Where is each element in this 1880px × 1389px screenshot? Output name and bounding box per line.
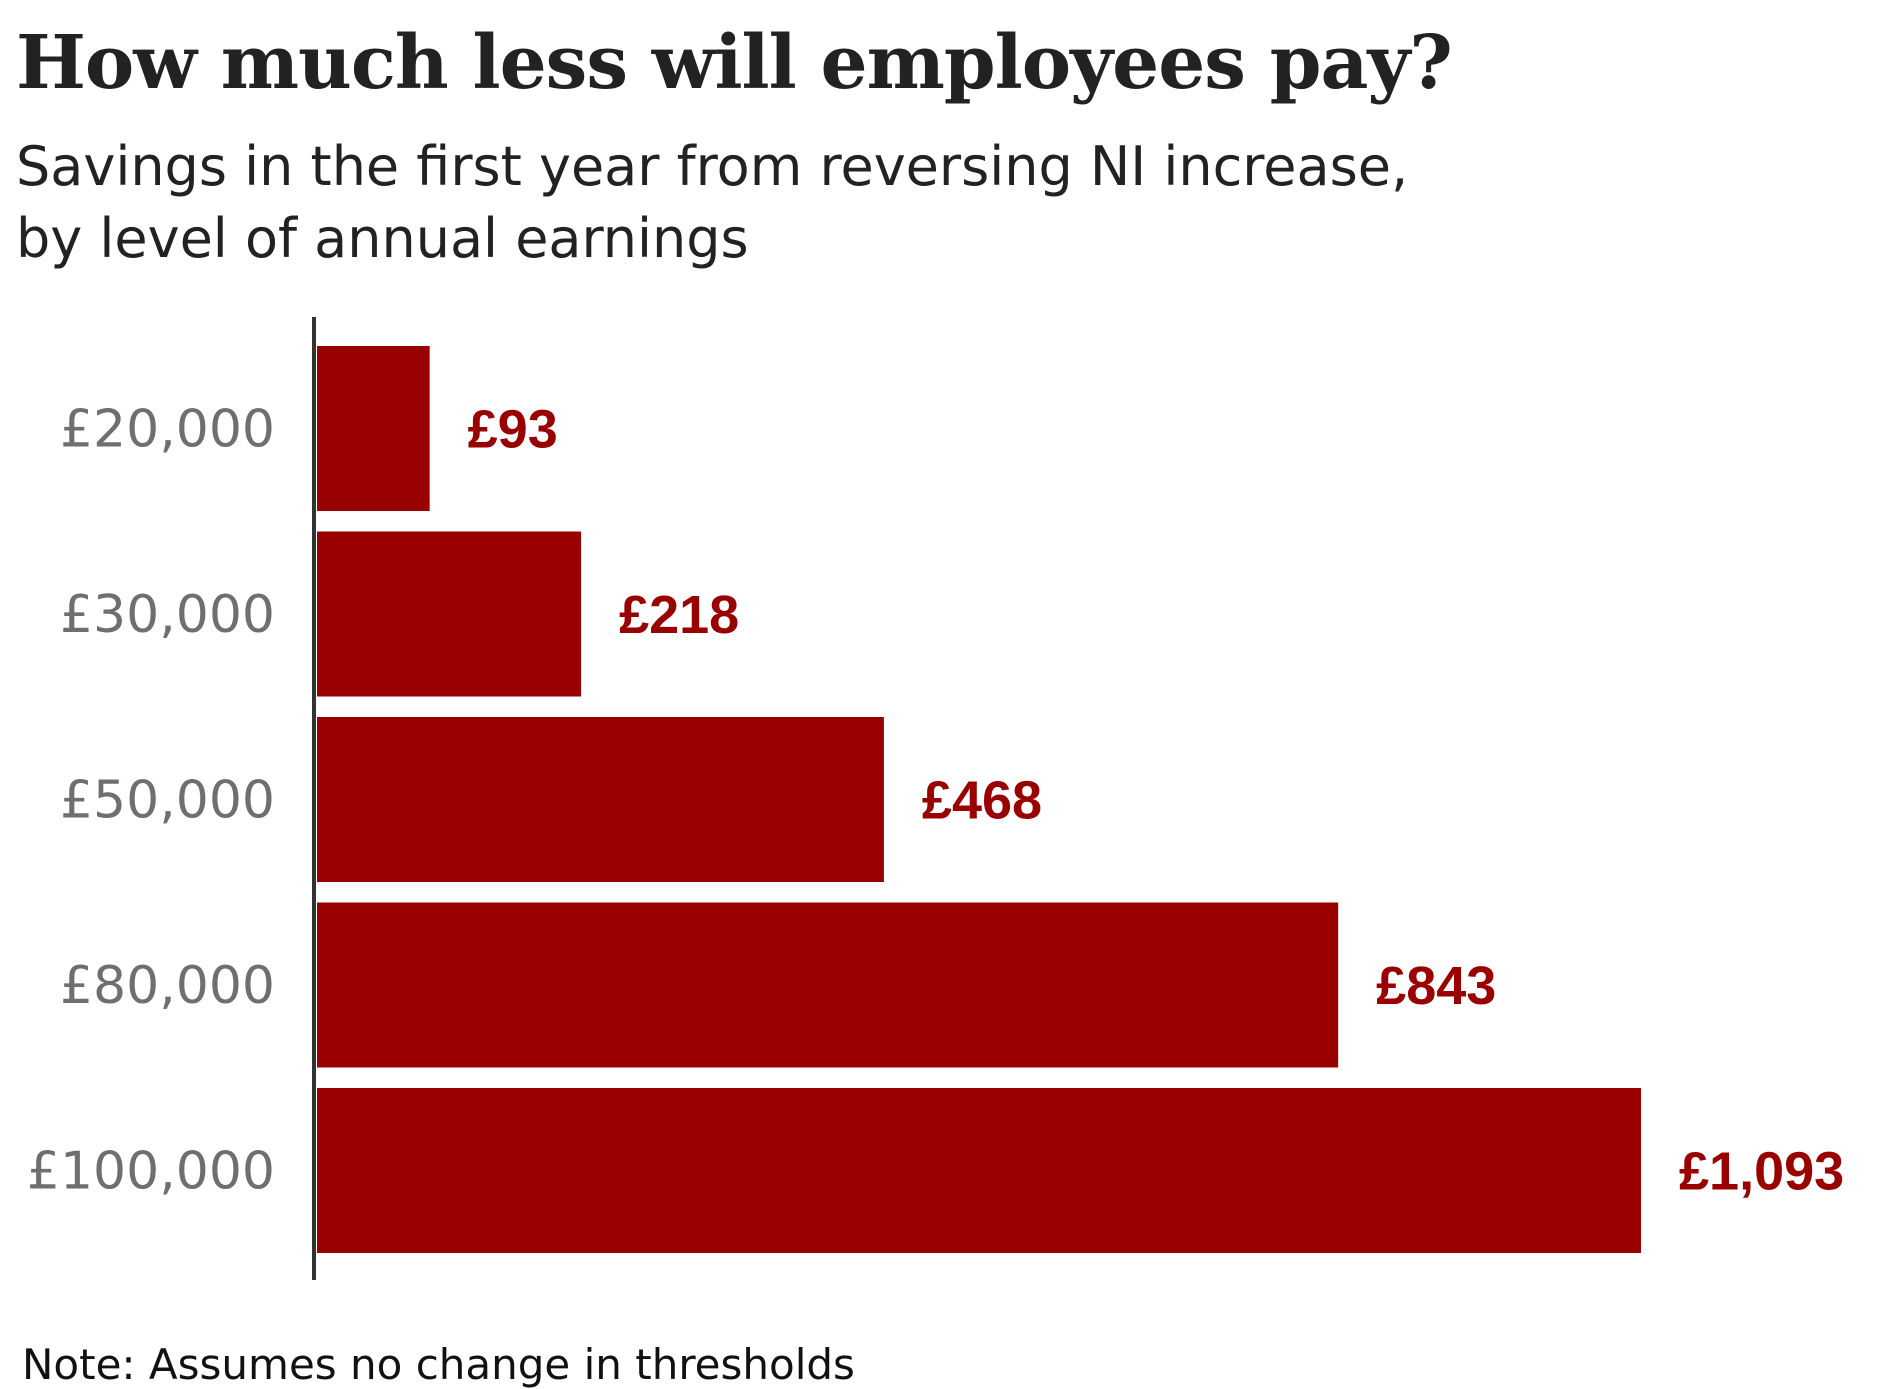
bar <box>317 902 1339 1068</box>
category-label: £100,000 <box>27 1142 275 1202</box>
category-label: £20,000 <box>60 400 275 460</box>
value-label: £843 <box>1376 956 1496 1016</box>
bar <box>317 717 884 882</box>
bar <box>317 531 582 697</box>
bar <box>317 1088 1641 1253</box>
value-label: £468 <box>922 771 1042 831</box>
category-label: £30,000 <box>60 585 275 645</box>
value-label: £93 <box>468 400 558 460</box>
value-label: £218 <box>619 585 739 645</box>
bar <box>317 346 430 511</box>
chart-title: How much less will employees pay? <box>16 20 1453 106</box>
value-label: £1,093 <box>1679 1142 1844 1202</box>
chart-subtitle-line-2: by level of annual earnings <box>16 207 749 270</box>
chart-note: Note: Assumes no change in thresholds <box>22 1340 855 1389</box>
category-label: £80,000 <box>60 956 275 1016</box>
category-label: £50,000 <box>60 771 275 831</box>
chart-subtitle-line-1: Savings in the first year from reversing… <box>16 135 1409 198</box>
